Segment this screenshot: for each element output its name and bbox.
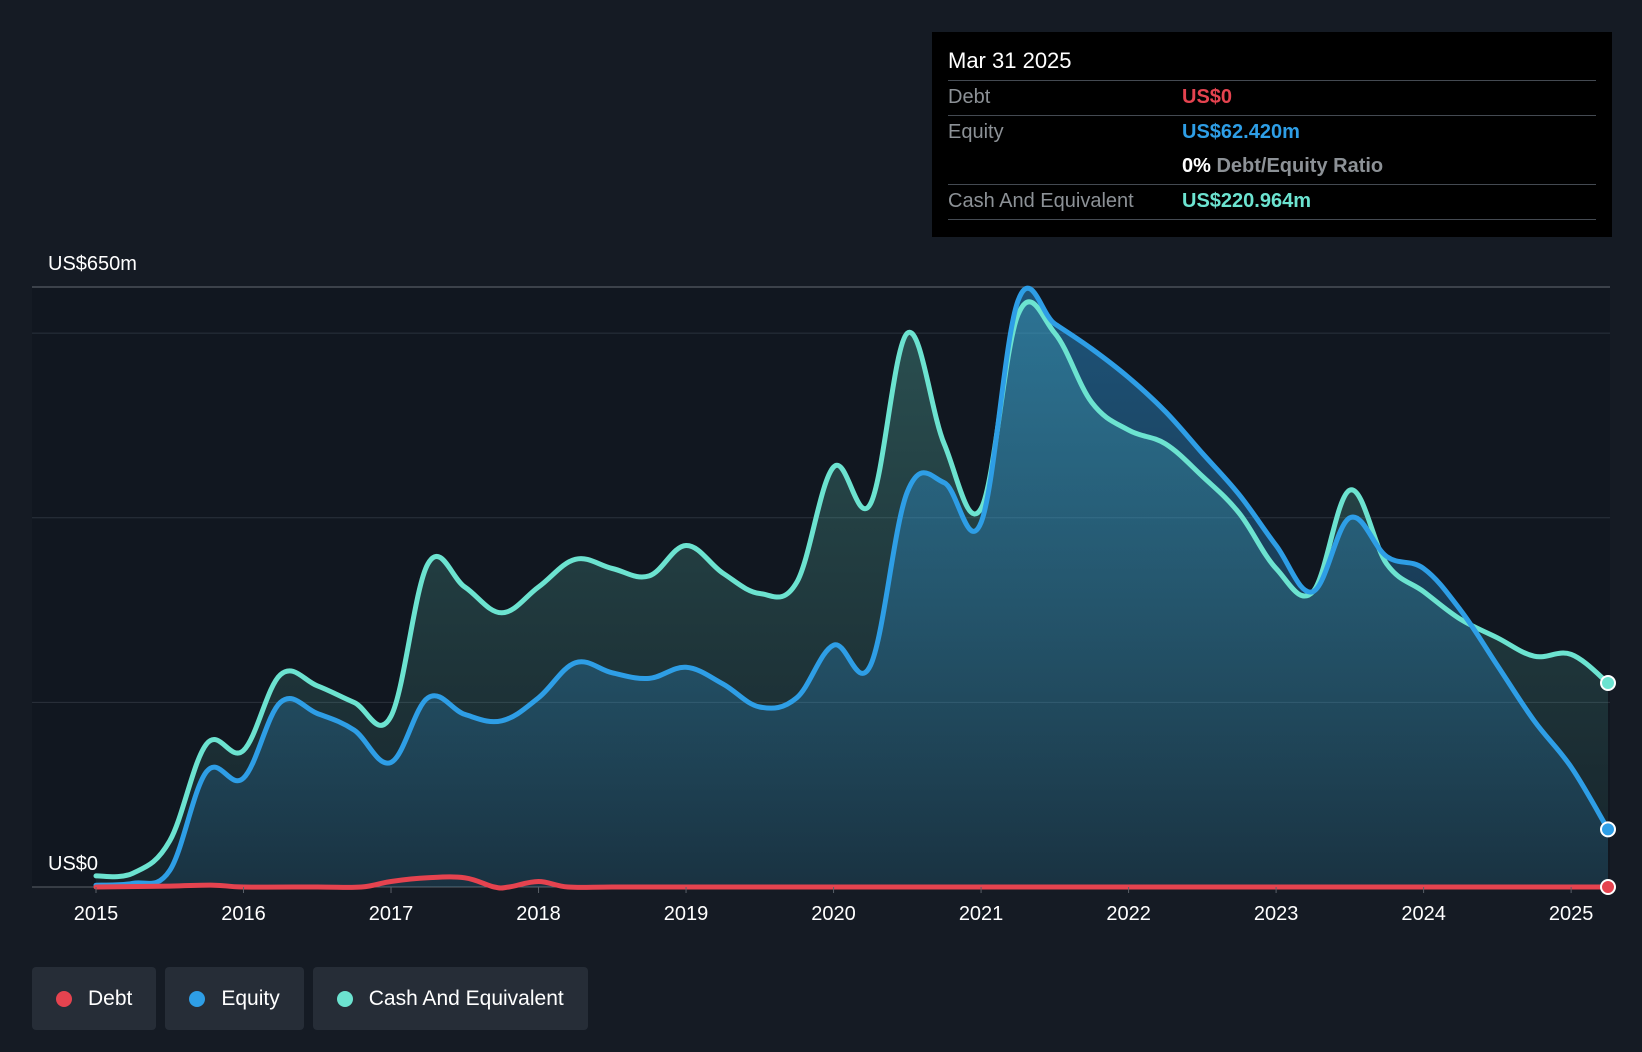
tooltip-ratio-row: 0% Debt/Equity Ratio (948, 150, 1596, 184)
x-tick-label: 2020 (811, 903, 856, 925)
x-tick-label: 2018 (516, 903, 561, 925)
legend-cash-label: Cash And Equivalent (368, 986, 564, 1010)
tooltip-panel: Mar 31 2025 Debt US$0 Equity US$62.420m … (932, 32, 1612, 237)
cash-line (93, 299, 1611, 880)
tooltip-ratio-label: Debt/Equity Ratio (1216, 155, 1384, 177)
debt-end-point (1600, 879, 1616, 895)
tooltip-equity-value: US$62.420m (1182, 121, 1300, 143)
tooltip-debt-value: US$0 (1182, 86, 1233, 108)
tooltip-date: Mar 31 2025 (948, 48, 1072, 73)
legend-item-cash[interactable]: Cash And Equivalent (312, 967, 588, 1030)
equity-line (93, 285, 1611, 888)
y-axis-top-label: US$650m (48, 253, 137, 275)
area-fills (96, 288, 1608, 887)
tooltip-equity-row: Equity US$62.420m (948, 115, 1596, 150)
x-tick-label: 2023 (1254, 903, 1299, 925)
tooltip-cash-label: Cash And Equivalent (948, 190, 1134, 212)
equity-area (96, 288, 1608, 887)
x-axis-ticks: 2015 2016 2017 2018 2019 2020 2021 2022 2023 2024… (74, 887, 1594, 925)
x-tick-label: 2021 (959, 903, 1004, 925)
equity-end-point (1600, 821, 1616, 838)
equity-dot-icon (189, 990, 206, 1007)
legend-item-equity[interactable]: Equity (165, 967, 304, 1030)
legend-equity-label: Equity (221, 986, 280, 1010)
legend-debt-label: Debt (88, 986, 133, 1010)
legend-item-debt[interactable]: Debt (32, 967, 157, 1030)
x-tick-label: 2025 (1549, 903, 1594, 925)
debt-dot-icon (56, 990, 72, 1007)
tooltip-cash-row: Cash And Equivalent US$220.964m (948, 184, 1596, 220)
cash-end-point (1600, 675, 1616, 691)
y-axis-bottom-label: US$0 (48, 853, 98, 875)
cash-dot-icon (336, 990, 353, 1007)
x-tick-label: 2015 (74, 903, 119, 925)
tooltip-cash-value: US$220.964m (1182, 190, 1311, 212)
tooltip-debt-label: Debt (948, 86, 991, 108)
end-markers (1600, 675, 1616, 895)
tooltip-equity-label: Equity (948, 121, 1004, 143)
x-tick-label: 2024 (1401, 903, 1446, 925)
x-tick-label: 2016 (221, 903, 266, 925)
x-tick-label: 2022 (1106, 903, 1151, 925)
tooltip-ratio-percent: 0% (1182, 155, 1211, 177)
x-tick-label: 2017 (369, 903, 414, 925)
legend: Debt Equity Cash And Equivalent (32, 967, 588, 1030)
x-tick-label: 2019 (664, 903, 709, 925)
tooltip-debt-row: Debt US$0 (948, 80, 1596, 115)
